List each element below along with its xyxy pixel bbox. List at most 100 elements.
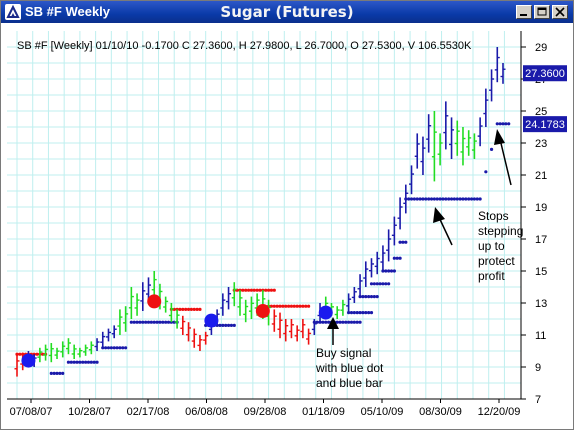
stop-dot [392,269,396,273]
stop-dot [35,352,39,356]
buy-signal-dot [204,313,219,328]
stop-dot [149,320,153,324]
price-chart[interactable]: 7911131517192123252729 07/08/0710/28/070… [3,25,571,427]
stop-dot [152,320,156,324]
x-tick-label: 06/08/08 [185,406,228,418]
stop-dot [352,311,356,315]
stop-dot [218,323,222,327]
stop-dot [372,295,376,299]
stop-dot [392,256,396,260]
stop-dot [86,360,91,364]
stop-dot [429,197,434,201]
stop-dot [224,323,228,327]
stop-dot [275,304,279,308]
stop-dot [489,147,494,151]
stop-dot [495,122,499,126]
annotation-line: with blue dot [315,361,384,375]
y-tick-label: 17 [535,234,547,246]
stop-dot [226,323,231,327]
stop-dot [255,288,259,292]
stop-dot [286,304,291,308]
stop-dot [72,360,76,364]
annotation-line: and blue bar [316,376,383,390]
maximize-button[interactable] [534,5,550,19]
stop-dot [441,197,445,201]
stop-dot [249,288,254,292]
buy-arrowhead-icon [327,317,339,329]
stop-dot [444,197,448,201]
stop-dot [104,346,108,350]
stop-dot [472,197,477,201]
stop-dot [258,288,262,292]
stops-annotation: Stops stepping up to protect profit [478,209,523,283]
stop-dot [438,197,442,201]
stop-dot [458,197,462,201]
x-tick-label: 08/30/09 [419,406,462,418]
stop-dot [92,360,96,364]
y-tick-label: 25 [535,106,547,118]
stop-dot [272,288,276,292]
y-tick-label: 21 [535,170,547,182]
stop-dot [55,371,59,375]
stop-dot [155,320,159,324]
stop-dot [421,197,425,201]
stop-dot [409,197,414,201]
stop-dot [364,295,368,299]
stop-dot [244,288,248,292]
stop-dot [449,197,454,201]
title-bar[interactable]: SB #F Weekly Sugar (Futures) [1,1,573,23]
stop-dot [355,320,359,324]
stop-dot [289,304,294,308]
stop-dot [321,320,325,324]
y-tick-label: 15 [535,266,547,278]
stop-dot [378,282,382,286]
stop-dot [252,288,256,292]
chart-area[interactable]: 7911131517192123252729 07/08/0710/28/070… [3,25,571,427]
stop-dot [264,288,268,292]
stop-dot [404,240,408,244]
stop-dot [161,320,165,324]
stop-dot [464,197,468,201]
x-tick-label: 09/28/08 [244,406,287,418]
stop-dot [355,311,359,315]
stop-dot [307,304,311,308]
stop-dot [461,197,465,201]
stop-dot [367,295,371,299]
stop-dot [364,311,368,315]
stop-dot [358,320,362,324]
minimize-button[interactable] [516,5,532,19]
stop-dot [178,307,182,311]
buy-signal-dot [21,353,36,368]
stop-dot [95,360,99,364]
stop-dot [398,240,402,244]
stop-dot [369,311,374,315]
stop-dot [18,352,22,356]
stop-dot [241,288,245,292]
x-axis: 07/08/07 10/28/07 02/17/08 06/08/08 09/28/08… [10,399,520,418]
stop-dot [112,346,116,350]
stop-dot [361,311,365,315]
stop-dot [349,320,354,324]
stop-dot [338,320,342,324]
stop-dot [84,360,88,364]
stop-dot [246,288,251,292]
stop-dot [361,295,365,299]
chart-app-icon [5,4,21,20]
stop-dot [415,197,419,201]
last-close-label: 27.3600 [525,68,565,80]
stop-dot [81,360,85,364]
stop-dot [61,371,65,375]
stop-dot [181,307,185,311]
stop-dot [106,346,111,350]
stop-dot [344,320,348,324]
stop-dot [89,360,93,364]
annotation-arrows [327,129,512,345]
stop-dot [412,197,416,201]
stop-dot [375,295,379,299]
price-bars [14,47,506,377]
stop-dot [435,197,439,201]
stop-dot [124,346,128,350]
stop-dot [164,320,168,324]
close-button[interactable] [552,5,568,19]
